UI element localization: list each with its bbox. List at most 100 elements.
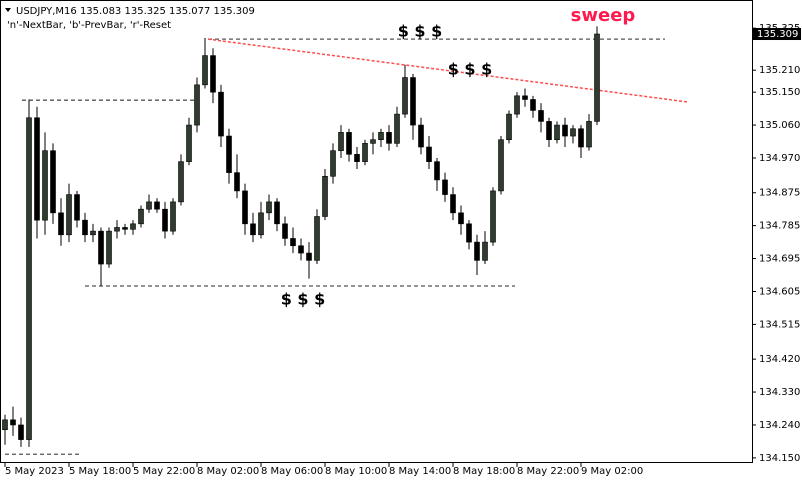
candle-body <box>66 194 72 236</box>
candle-body <box>298 245 304 254</box>
candle-body <box>186 124 192 162</box>
x-tick-label: 5 May 18:00 <box>69 466 131 477</box>
y-tick-label: 134.150 <box>759 453 800 464</box>
plot-frame <box>0 0 753 463</box>
candle-body <box>226 135 232 173</box>
x-tick-label: 8 May 14:00 <box>389 466 451 477</box>
candle-body <box>570 128 576 137</box>
candle-body <box>266 201 272 214</box>
x-tick-label: 5 May 22:00 <box>133 466 195 477</box>
y-tick-label: 134.330 <box>759 387 800 398</box>
y-tick-label: 134.605 <box>759 286 800 297</box>
candle-body <box>178 161 184 203</box>
candle-body <box>346 132 352 155</box>
candle-body <box>506 113 512 141</box>
candle-body <box>554 124 560 141</box>
candle-body <box>442 179 448 195</box>
y-tick-label: 134.515 <box>759 319 800 330</box>
candle-body <box>82 219 88 236</box>
candle-body <box>490 190 496 243</box>
symbol-header: USDJPY,M16 135.083 135.325 135.077 135.3… <box>16 6 255 17</box>
liquidity-label: $ $ $ <box>398 22 443 41</box>
y-tick-label: 134.695 <box>759 254 800 265</box>
candle-body <box>18 424 24 440</box>
candle-body <box>274 201 280 225</box>
candle-body <box>426 146 432 162</box>
candle-body <box>146 201 152 210</box>
y-tick-label: 134.420 <box>759 354 800 365</box>
candle-body <box>98 230 104 265</box>
price-tag-label: 135.309 <box>757 29 798 40</box>
candle-body <box>10 419 16 426</box>
candle-body <box>90 230 96 236</box>
candle-body <box>362 143 368 162</box>
candle-body <box>74 194 80 221</box>
candle-body <box>50 150 56 214</box>
candle-body <box>562 124 568 137</box>
candle-body <box>498 139 504 192</box>
y-tick-label: 135.060 <box>759 120 800 131</box>
candle-body <box>530 99 536 111</box>
x-tick-label: 8 May 10:00 <box>325 466 387 477</box>
candle-body <box>218 91 224 137</box>
candle-body <box>290 238 296 247</box>
candle-body <box>258 212 264 236</box>
x-tick-label: 8 May 22:00 <box>517 466 579 477</box>
candle-body <box>538 110 544 122</box>
menu-arrow <box>5 8 11 12</box>
candle-body <box>338 132 344 151</box>
candle-body <box>194 84 200 126</box>
candle-body <box>474 241 480 261</box>
candle-body <box>26 117 32 440</box>
candle-body <box>154 201 160 210</box>
candle-body <box>578 128 584 148</box>
y-tick-label: 134.240 <box>759 420 800 431</box>
candle-body <box>242 190 248 225</box>
candle-body <box>410 77 416 126</box>
x-tick-label: 9 May 02:00 <box>581 466 643 477</box>
liquidity-label: $ $ $ <box>281 290 326 309</box>
candle-body <box>322 175 328 217</box>
candle-body <box>402 77 408 115</box>
x-tick-label: 8 May 02:00 <box>197 466 259 477</box>
candle-body <box>122 227 128 230</box>
liquidity-label: $ $ $ <box>448 60 493 79</box>
candle-body <box>130 223 136 230</box>
sweep-label: sweep <box>571 5 636 26</box>
candle-body <box>34 117 40 221</box>
candle-body <box>354 154 360 162</box>
x-tick-label: 8 May 06:00 <box>261 466 323 477</box>
candle-body <box>58 212 64 236</box>
candle-body <box>586 121 592 148</box>
y-tick-label: 134.970 <box>759 153 800 164</box>
candle-body <box>162 208 168 232</box>
candle-body <box>522 95 528 100</box>
candle-body <box>330 150 336 177</box>
candle-body <box>394 113 400 144</box>
candle-body <box>42 150 48 221</box>
trend-line <box>207 38 689 103</box>
y-tick-label: 135.150 <box>759 87 800 98</box>
candle-body <box>378 132 384 141</box>
candle-body <box>386 132 392 144</box>
x-tick-label: 8 May 18:00 <box>453 466 515 477</box>
candle-body <box>434 161 440 181</box>
candle-body <box>370 139 376 144</box>
candle-body <box>466 223 472 243</box>
candle-body <box>106 230 112 265</box>
candle-body <box>282 223 288 239</box>
hint-text: 'n'-NextBar, 'b'-PrevBar, 'r'-Reset <box>7 20 171 31</box>
candle-body <box>2 419 8 431</box>
candle-body <box>314 216 320 261</box>
candle-body <box>450 194 456 214</box>
candle-body <box>210 55 216 93</box>
price-tag <box>753 28 801 41</box>
candle-body <box>202 55 208 86</box>
candle-body <box>306 252 312 261</box>
y-tick-label: 134.785 <box>759 221 800 232</box>
candle-body <box>546 121 552 141</box>
candle-body <box>234 172 240 192</box>
candle-body <box>594 33 600 122</box>
candle-body <box>482 241 488 261</box>
